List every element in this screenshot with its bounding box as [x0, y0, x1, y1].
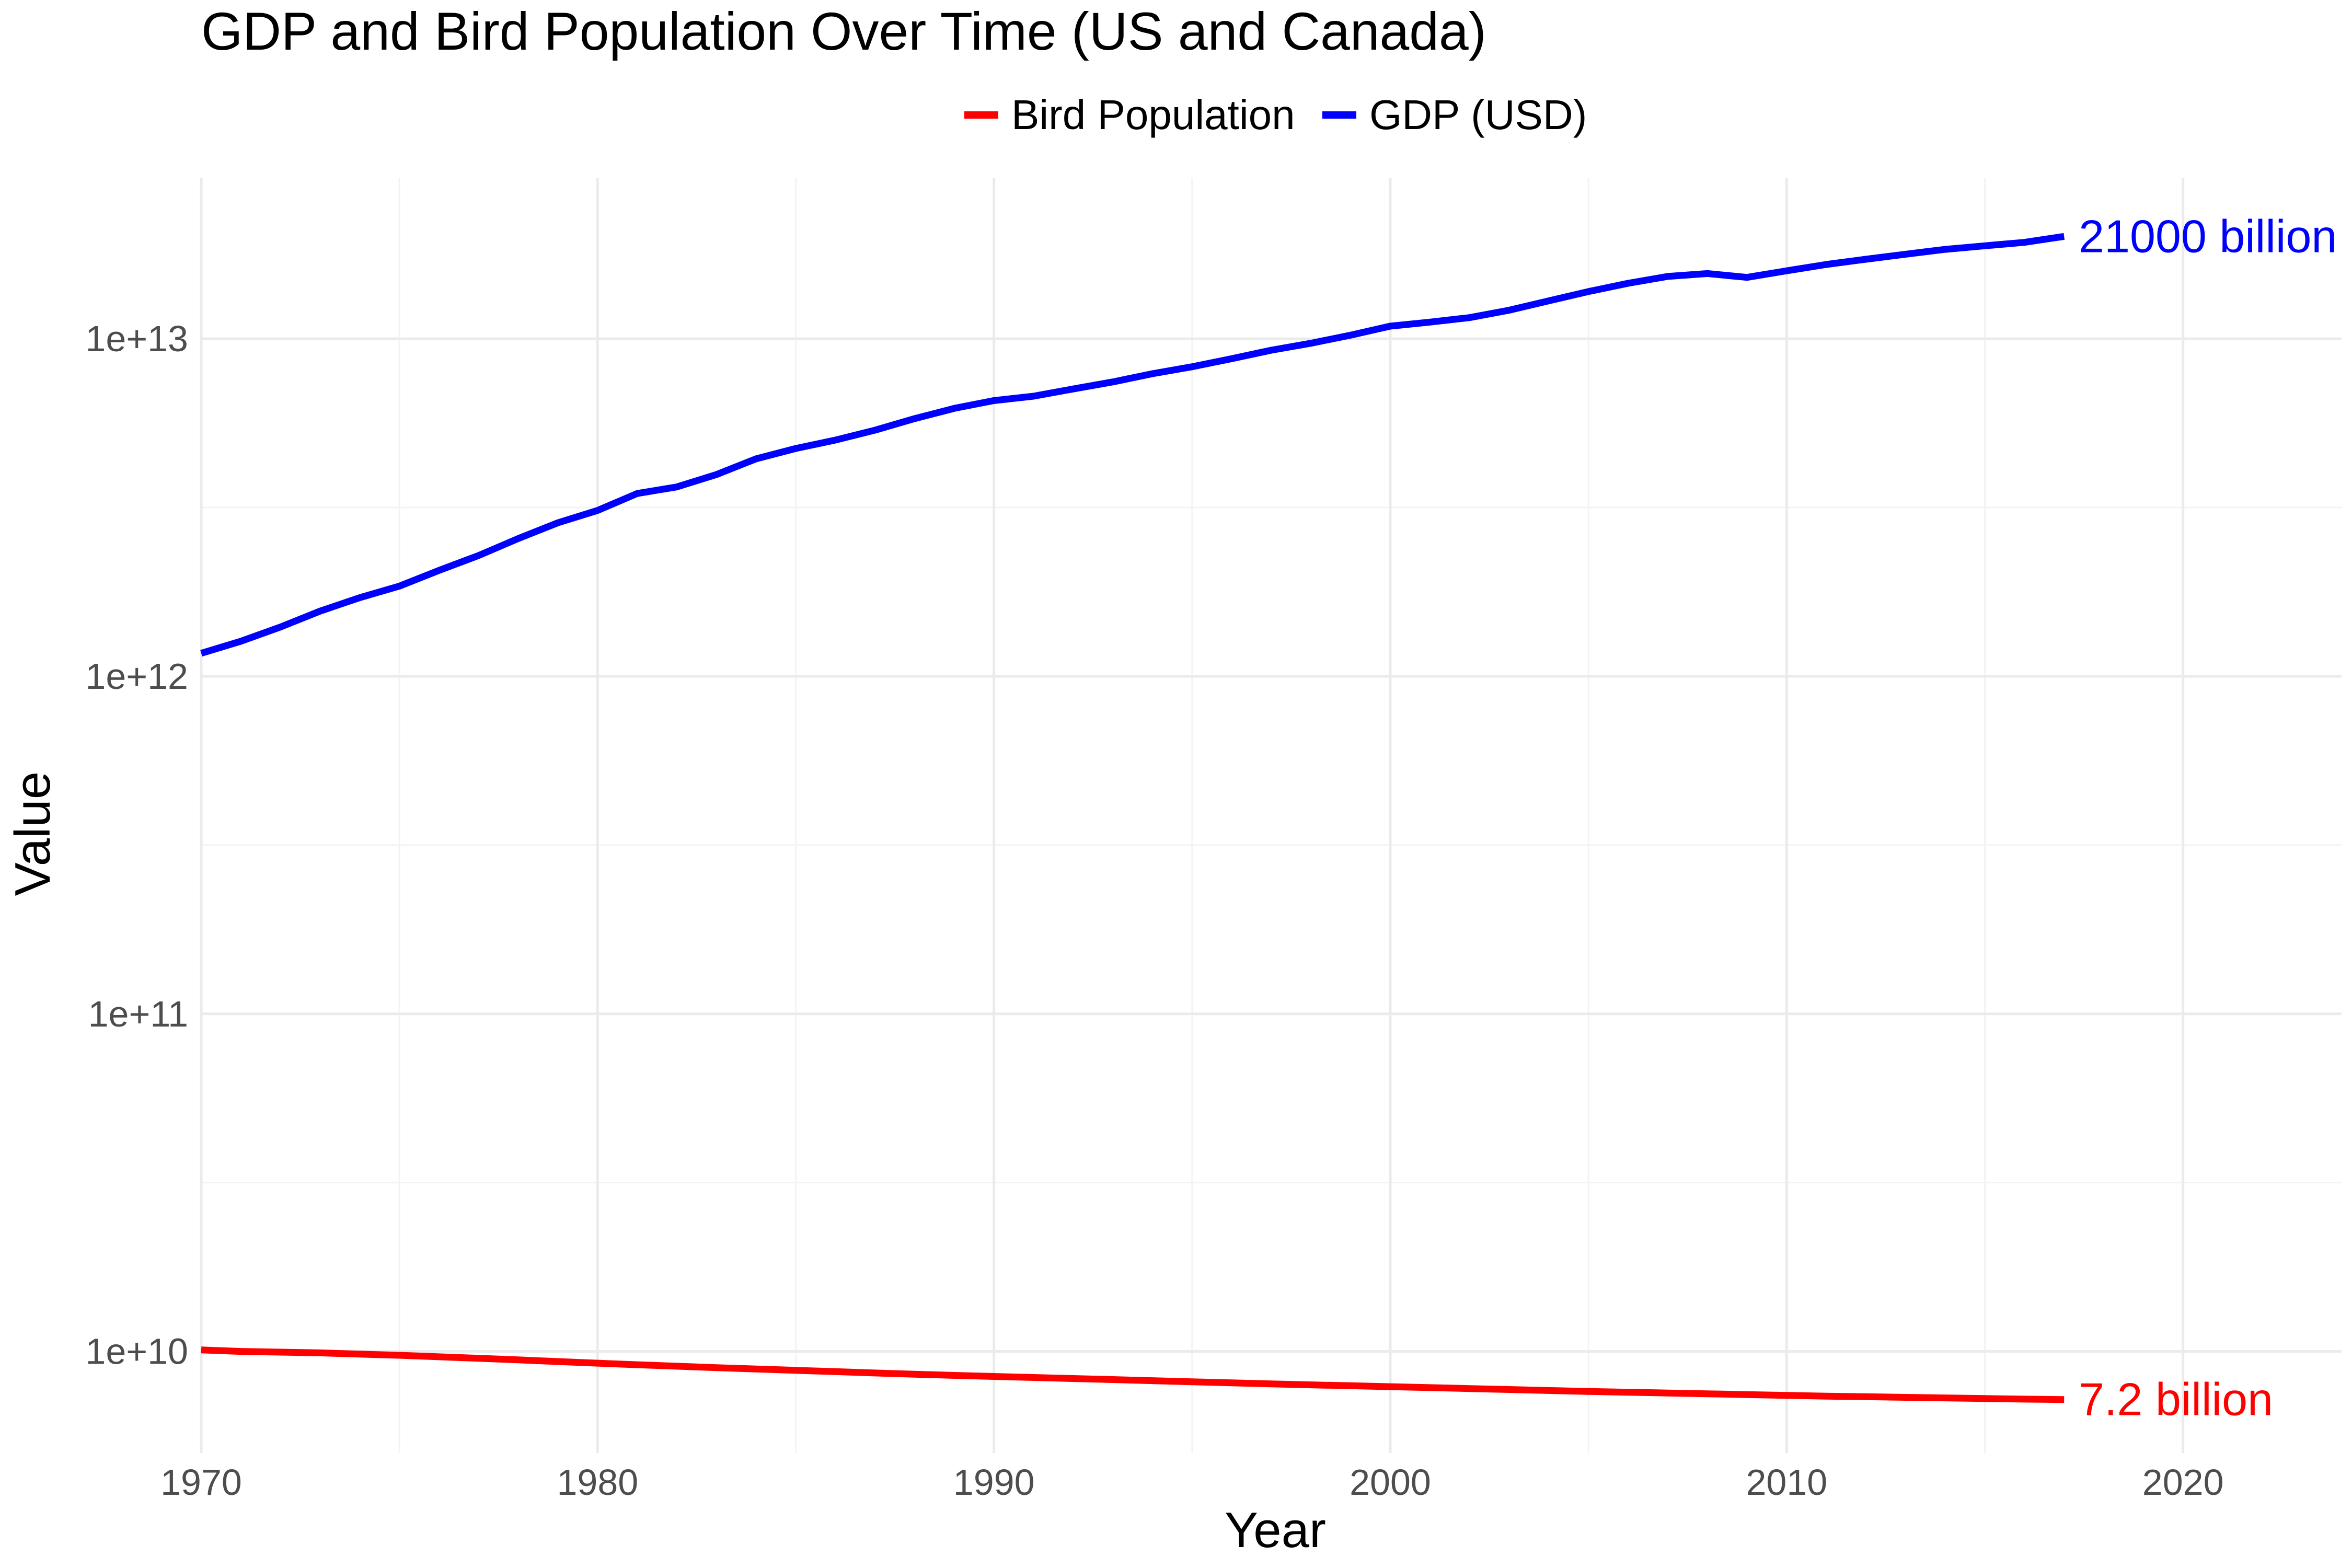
series-line-gdp-usd: [200, 233, 2065, 657]
end-label-gdp-usd: 21000 billion: [2079, 210, 2337, 262]
x-tick-label: 2020: [2142, 1462, 2224, 1503]
x-tick-label: 2000: [1350, 1462, 1431, 1503]
y-tick-label: 1e+10: [85, 1331, 188, 1372]
x-tick-label: 1970: [160, 1462, 242, 1503]
x-axis-title: Year: [1225, 1502, 1326, 1558]
x-axis-ticks: 1970 1980 1990 2000 2010 2020: [160, 1462, 2223, 1503]
end-labels: 7.2 billion 21000 billion: [2079, 210, 2337, 1425]
series-line-bird-population: [201, 1346, 2065, 1403]
chart-title: GDP and Bird Population Over Time (US an…: [201, 2, 1486, 61]
legend-label-gdp: GDP (USD): [1369, 91, 1587, 138]
y-tick-label: 1e+12: [85, 656, 188, 697]
x-tick-label: 2010: [1746, 1462, 1827, 1503]
grid: [200, 178, 2342, 1453]
y-axis-title: Value: [5, 771, 61, 896]
x-tick-label: 1990: [953, 1462, 1035, 1503]
y-tick-label: 1e+13: [85, 318, 188, 359]
legend-label-bird-population: Bird Population: [1011, 91, 1295, 138]
x-tick-label: 1980: [557, 1462, 638, 1503]
legend: Bird Population GDP (USD): [964, 91, 1587, 138]
y-axis-ticks: 1e+10 1e+11 1e+12 1e+13: [85, 318, 188, 1371]
y-tick-label: 1e+11: [88, 994, 188, 1034]
end-label-bird-population: 7.2 billion: [2079, 1374, 2273, 1425]
series-lines: [200, 233, 2065, 1403]
